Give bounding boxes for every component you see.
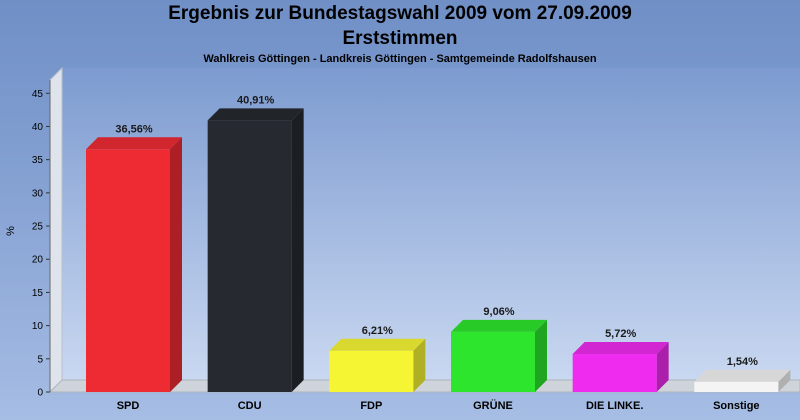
x-tick-label: FDP (360, 400, 382, 412)
data-label: 40,91% (237, 94, 275, 106)
bar-top-0 (86, 137, 182, 150)
bar-side-2 (413, 338, 426, 392)
bar-side-4 (656, 342, 669, 392)
bar-fdp (329, 350, 414, 392)
y-tick-label: 15 (32, 288, 44, 299)
bar-spd (86, 149, 170, 392)
chart-title: Ergebnis zur Bundestagswahl 2009 vom 27.… (168, 3, 632, 24)
bar-sonstige (694, 381, 779, 392)
y-tick-label: 45 (32, 89, 44, 100)
chart-back-wall (62, 68, 800, 380)
x-tick-label: GRÜNE (473, 399, 513, 412)
bar-top-1 (207, 108, 304, 121)
data-label: 6,21% (362, 325, 393, 337)
bar-top-2 (329, 338, 426, 351)
bar-top-4 (572, 342, 669, 355)
y-tick-label: 5 (37, 354, 43, 365)
x-tick-label: DIE LINKE. (586, 400, 643, 412)
y-tick-label: 30 (32, 188, 44, 199)
data-label: 1,54% (727, 356, 758, 368)
x-tick-label: Sonstige (713, 400, 759, 412)
bar-grüne (451, 331, 535, 392)
bar-die-linke- (572, 354, 657, 392)
y-tick-label: 25 (32, 222, 44, 233)
chart-side-wall (49, 66, 63, 394)
bar-cdu (207, 120, 292, 392)
bar-side-0 (170, 137, 182, 392)
bar-side-3 (535, 319, 547, 392)
data-label: 9,06% (483, 306, 514, 318)
bar-side-1 (291, 108, 304, 392)
x-tick-label: CDU (238, 400, 262, 412)
chart-title-line2: Erststimmen (342, 28, 458, 49)
y-tick-label: 40 (32, 122, 44, 133)
chart-subtitle: Wahlkreis Göttingen - Landkreis Göttinge… (203, 53, 597, 65)
bar-side-5 (778, 369, 791, 392)
data-label: 5,72% (605, 328, 636, 340)
y-tick-label: 20 (32, 255, 44, 266)
y-tick-label: 10 (32, 321, 44, 332)
bar-top-5 (694, 369, 791, 382)
x-tick-label: SPD (117, 400, 140, 412)
y-tick-label: 0 (37, 388, 43, 399)
bar-top-3 (451, 319, 547, 332)
y-tick-label: 35 (32, 155, 44, 166)
data-label: 36,56% (115, 123, 153, 135)
